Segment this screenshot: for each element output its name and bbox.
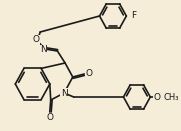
Text: O: O: [33, 36, 40, 45]
Text: F: F: [131, 12, 136, 20]
Text: N: N: [40, 45, 47, 54]
Text: CH₃: CH₃: [164, 92, 179, 102]
Text: O: O: [46, 113, 53, 122]
Text: N: N: [61, 89, 68, 97]
Text: O: O: [85, 70, 92, 78]
Text: O: O: [153, 92, 160, 102]
